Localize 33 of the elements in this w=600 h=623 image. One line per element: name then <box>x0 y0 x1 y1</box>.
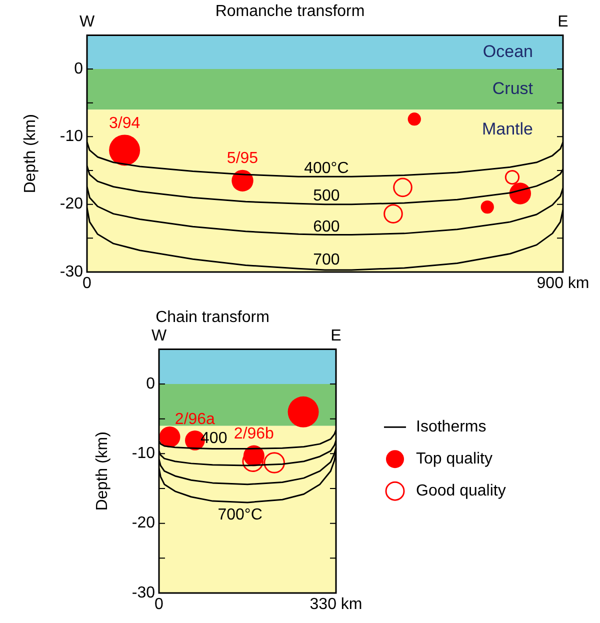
text: W <box>151 328 168 345</box>
y-tick-label: -10 <box>132 445 156 462</box>
y-tick-label: -10 <box>60 128 84 146</box>
data-label: 3/94 <box>108 115 140 132</box>
y-tick-label: -20 <box>132 514 156 532</box>
text: E <box>558 14 568 31</box>
legend-label: Isotherms <box>416 418 486 436</box>
y-axis-title: Depth (km) <box>22 114 40 194</box>
annotation: 600 <box>313 218 340 236</box>
x-tick-label: 330 km <box>310 596 362 614</box>
data-label: 2/96b <box>234 426 274 443</box>
annotation: 700°C <box>218 506 262 524</box>
y-tick-label: -20 <box>60 196 84 213</box>
y-tick-label: -30 <box>132 584 156 602</box>
annotation: 700 <box>313 251 340 268</box>
text: W <box>79 14 96 31</box>
chart-title: Romanche transform <box>215 3 365 20</box>
band-label: Ocean <box>482 42 533 61</box>
annotation: 500 <box>313 188 340 205</box>
y-tick-label: 0 <box>74 60 84 78</box>
y-tick-label: 0 <box>146 375 156 392</box>
chart-title: Chain transform <box>156 309 270 326</box>
band-label: Mantle <box>482 119 533 138</box>
legend-label: Good quality <box>416 482 506 500</box>
data-label: 2/96a <box>174 410 216 428</box>
y-axis-title: Depth (km) <box>94 432 112 511</box>
data-label: 5/95 <box>226 150 258 168</box>
annotation: 400°C <box>304 160 349 177</box>
x-tick-label: 900 km <box>536 275 590 292</box>
band-label: Crust <box>492 79 534 98</box>
legend-label: Top quality <box>416 450 492 468</box>
y-tick-label: -30 <box>60 263 84 280</box>
text: E <box>330 328 342 345</box>
